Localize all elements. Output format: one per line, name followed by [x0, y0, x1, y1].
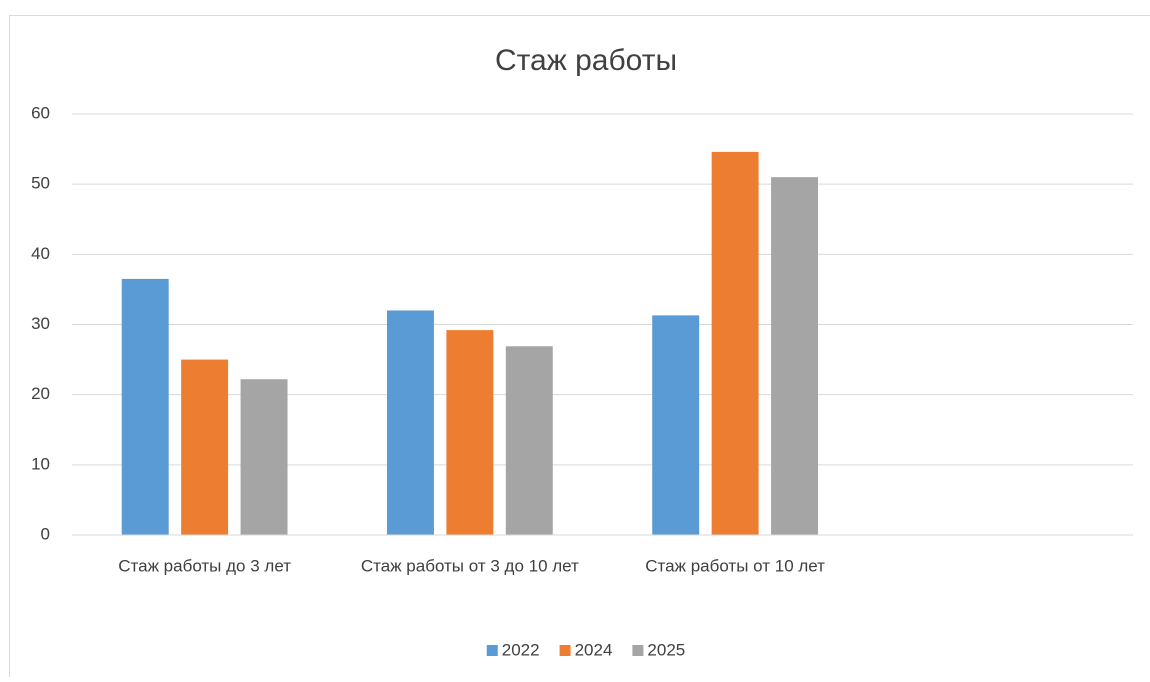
- bar: [387, 310, 434, 535]
- y-tick-label: 50: [31, 174, 50, 193]
- legend-label: 2025: [647, 640, 685, 659]
- bar: [181, 360, 228, 535]
- y-tick-label: 0: [41, 524, 50, 543]
- y-tick-label: 60: [31, 103, 50, 122]
- y-tick-label: 30: [31, 314, 50, 333]
- x-tick-label: Стаж работы от 10 лет: [645, 556, 825, 575]
- bar: [446, 330, 493, 535]
- y-tick-label: 10: [31, 454, 50, 473]
- legend-swatch: [632, 645, 643, 656]
- legend-label: 2022: [502, 640, 540, 659]
- bar: [122, 279, 169, 535]
- bar: [712, 152, 759, 535]
- legend-swatch: [487, 645, 498, 656]
- bar: [771, 177, 818, 535]
- bar: [241, 379, 288, 535]
- chart-title: Стаж работы: [495, 44, 677, 77]
- chart-frame: [10, 16, 1150, 678]
- x-tick-label: Стаж работы до 3 лет: [118, 556, 291, 575]
- bar: [506, 346, 553, 535]
- legend-swatch: [560, 645, 571, 656]
- bar: [652, 315, 699, 535]
- y-tick-label: 40: [31, 244, 50, 263]
- legend-label: 2024: [575, 640, 613, 659]
- y-tick-label: 20: [31, 384, 50, 403]
- x-tick-label: Стаж работы от 3 до 10 лет: [361, 556, 579, 575]
